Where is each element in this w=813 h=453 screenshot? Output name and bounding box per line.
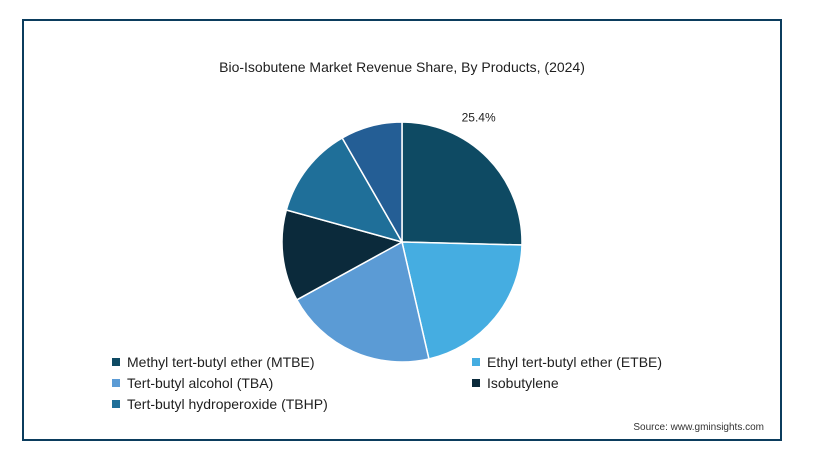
legend-item-5: Tert-butyl hydroperoxide (TBHP) xyxy=(112,395,472,412)
legend-label: Methyl tert-butyl ether (MTBE) xyxy=(127,353,315,370)
legend-swatch xyxy=(112,399,120,408)
pie-slice-5 xyxy=(285,136,404,244)
legend-item-2: Ethyl tert-butyl ether (ETBE) xyxy=(472,353,732,370)
legend-swatch xyxy=(472,357,480,366)
legend-swatch xyxy=(112,357,120,366)
pie-chart: 25.4% xyxy=(281,111,523,363)
legend-swatch xyxy=(112,378,120,387)
pie-slice-6 xyxy=(341,121,403,245)
pie-slice-1 xyxy=(401,121,523,246)
legend-label: Ethyl tert-butyl ether (ETBE) xyxy=(487,353,663,370)
legend-label: Tert-butyl alcohol (TBA) xyxy=(127,374,274,391)
legend-item-3: Tert-butyl alcohol (TBA) xyxy=(112,374,472,391)
pie-slice-3 xyxy=(295,240,430,363)
chart-frame: Bio-Isobutene Market Revenue Share, By P… xyxy=(22,19,782,441)
chart-title: Bio-Isobutene Market Revenue Share, By P… xyxy=(219,59,585,75)
legend: Methyl tert-butyl ether (MTBE) Ethyl tert… xyxy=(112,353,732,412)
legend-label: Tert-butyl hydroperoxide (TBHP) xyxy=(127,395,328,412)
legend-label: Isobutylene xyxy=(487,374,559,391)
source-note: Source: www.gminsights.com xyxy=(633,422,764,433)
legend-item-4: Isobutylene xyxy=(472,374,732,391)
legend-swatch xyxy=(472,378,480,387)
data-label-1: 25.4% xyxy=(462,111,496,125)
legend-item-1: Methyl tert-butyl ether (MTBE) xyxy=(112,353,472,370)
pie-slice-2 xyxy=(401,241,523,360)
pie-slice-4 xyxy=(281,209,404,301)
